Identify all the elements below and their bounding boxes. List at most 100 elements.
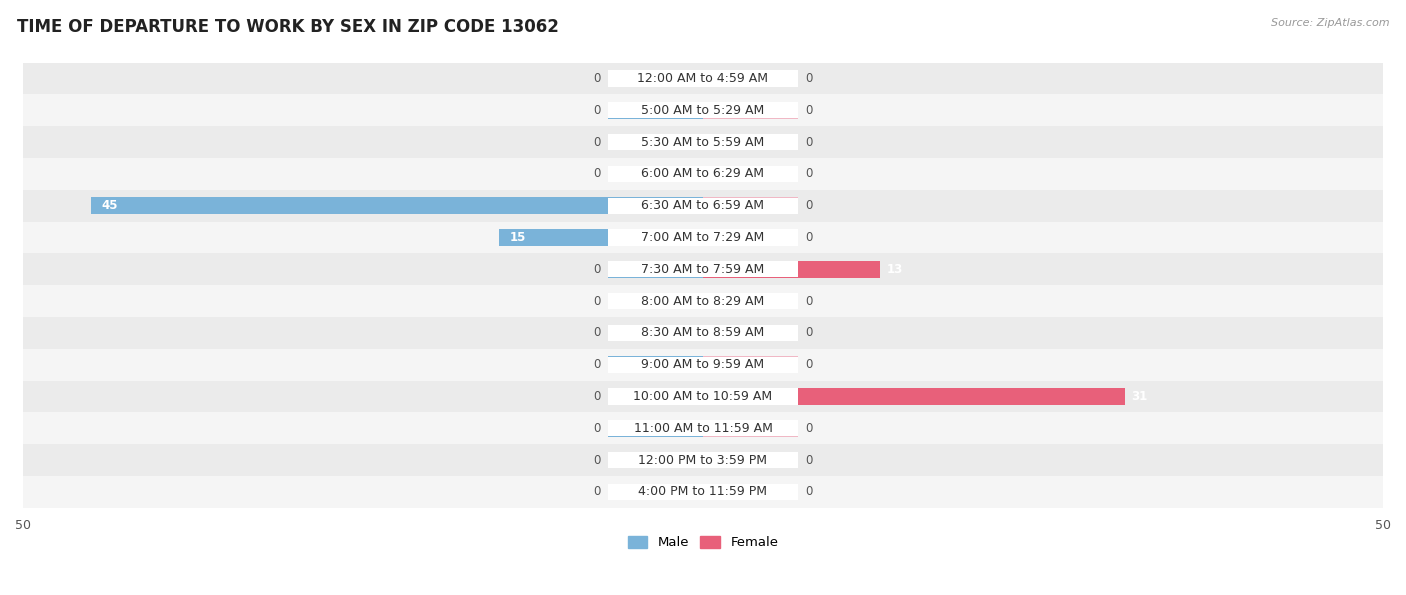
Text: 0: 0: [593, 327, 600, 339]
Bar: [607, 389, 703, 405]
Text: 31: 31: [1132, 390, 1147, 403]
Text: Source: ZipAtlas.com: Source: ZipAtlas.com: [1271, 18, 1389, 28]
Bar: [607, 484, 799, 500]
Text: 8:30 AM to 8:59 AM: 8:30 AM to 8:59 AM: [641, 327, 765, 339]
Bar: [607, 325, 799, 341]
Text: 12:00 AM to 4:59 AM: 12:00 AM to 4:59 AM: [637, 72, 769, 85]
Bar: [607, 484, 703, 500]
Text: 0: 0: [593, 486, 600, 499]
Bar: [22, 444, 1384, 476]
Bar: [22, 126, 1384, 158]
Text: 0: 0: [806, 231, 813, 244]
Bar: [703, 356, 799, 373]
Bar: [607, 325, 703, 341]
Bar: [607, 293, 703, 309]
Bar: [703, 70, 799, 87]
Bar: [607, 261, 799, 277]
Bar: [607, 420, 703, 437]
Bar: [607, 452, 703, 468]
Text: 13: 13: [887, 263, 903, 276]
Text: 0: 0: [593, 295, 600, 308]
Text: 0: 0: [806, 453, 813, 466]
Bar: [499, 229, 703, 246]
Bar: [607, 452, 799, 468]
Text: 0: 0: [593, 453, 600, 466]
Text: 0: 0: [806, 295, 813, 308]
Bar: [703, 165, 799, 182]
Bar: [22, 62, 1384, 95]
Bar: [22, 317, 1384, 349]
Text: 0: 0: [806, 327, 813, 339]
Text: 0: 0: [593, 390, 600, 403]
Bar: [607, 230, 799, 246]
Text: 6:00 AM to 6:29 AM: 6:00 AM to 6:29 AM: [641, 167, 765, 180]
Text: 11:00 AM to 11:59 AM: 11:00 AM to 11:59 AM: [634, 422, 772, 435]
Bar: [703, 420, 799, 437]
Bar: [607, 165, 703, 182]
Bar: [607, 70, 703, 87]
Bar: [703, 102, 799, 118]
Bar: [703, 261, 880, 278]
Bar: [91, 198, 703, 214]
Bar: [22, 349, 1384, 381]
Text: 0: 0: [593, 72, 600, 85]
Bar: [607, 134, 799, 150]
Text: 0: 0: [593, 104, 600, 117]
Bar: [607, 102, 703, 118]
Bar: [703, 134, 799, 151]
Text: 15: 15: [510, 231, 526, 244]
Text: 0: 0: [806, 167, 813, 180]
Text: 0: 0: [806, 104, 813, 117]
Bar: [607, 261, 703, 278]
Bar: [607, 102, 799, 118]
Bar: [607, 356, 799, 372]
Bar: [22, 285, 1384, 317]
Text: 0: 0: [806, 199, 813, 212]
Text: 0: 0: [806, 358, 813, 371]
Text: 0: 0: [806, 136, 813, 149]
Bar: [607, 293, 799, 309]
Bar: [607, 420, 799, 436]
Text: 7:00 AM to 7:29 AM: 7:00 AM to 7:29 AM: [641, 231, 765, 244]
Bar: [22, 381, 1384, 412]
Text: 5:30 AM to 5:59 AM: 5:30 AM to 5:59 AM: [641, 136, 765, 149]
Bar: [22, 253, 1384, 285]
Text: 0: 0: [593, 422, 600, 435]
Text: 0: 0: [806, 72, 813, 85]
Text: 0: 0: [593, 263, 600, 276]
Bar: [703, 293, 799, 309]
Bar: [703, 452, 799, 468]
Text: 4:00 PM to 11:59 PM: 4:00 PM to 11:59 PM: [638, 486, 768, 499]
Text: 0: 0: [806, 422, 813, 435]
Bar: [703, 325, 799, 341]
Text: 0: 0: [593, 358, 600, 371]
Text: 0: 0: [593, 167, 600, 180]
Bar: [607, 389, 799, 405]
Bar: [703, 389, 1125, 405]
Text: 45: 45: [101, 199, 118, 212]
Text: 5:00 AM to 5:29 AM: 5:00 AM to 5:29 AM: [641, 104, 765, 117]
Bar: [607, 134, 703, 151]
Bar: [22, 95, 1384, 126]
Text: 12:00 PM to 3:59 PM: 12:00 PM to 3:59 PM: [638, 453, 768, 466]
Legend: Male, Female: Male, Female: [623, 531, 783, 555]
Bar: [22, 221, 1384, 253]
Text: 10:00 AM to 10:59 AM: 10:00 AM to 10:59 AM: [634, 390, 772, 403]
Bar: [607, 70, 799, 86]
Bar: [703, 198, 799, 214]
Text: 0: 0: [593, 136, 600, 149]
Bar: [22, 476, 1384, 508]
Bar: [703, 229, 799, 246]
Text: 8:00 AM to 8:29 AM: 8:00 AM to 8:29 AM: [641, 295, 765, 308]
Bar: [22, 412, 1384, 444]
Text: 0: 0: [806, 486, 813, 499]
Text: 6:30 AM to 6:59 AM: 6:30 AM to 6:59 AM: [641, 199, 765, 212]
Bar: [607, 166, 799, 182]
Text: 7:30 AM to 7:59 AM: 7:30 AM to 7:59 AM: [641, 263, 765, 276]
Bar: [22, 190, 1384, 221]
Text: TIME OF DEPARTURE TO WORK BY SEX IN ZIP CODE 13062: TIME OF DEPARTURE TO WORK BY SEX IN ZIP …: [17, 18, 558, 36]
Bar: [703, 484, 799, 500]
Bar: [22, 158, 1384, 190]
Bar: [607, 198, 799, 214]
Bar: [607, 356, 703, 373]
